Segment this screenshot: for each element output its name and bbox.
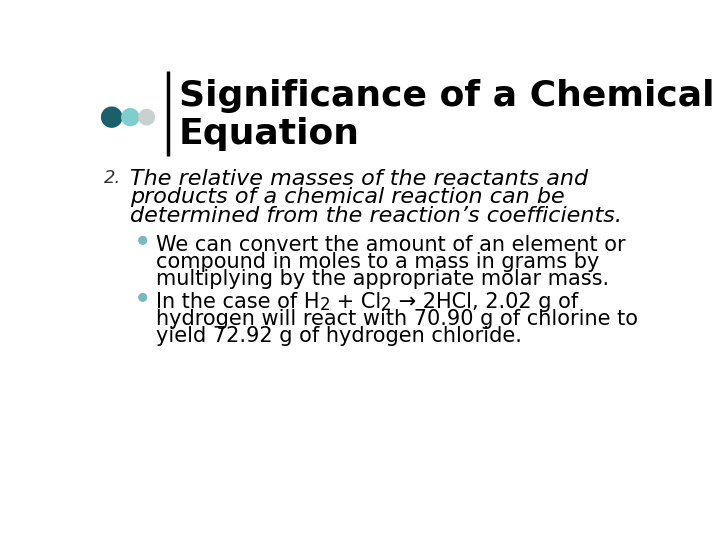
Text: Equation: Equation	[179, 117, 360, 151]
Text: + Cl: + Cl	[330, 292, 382, 312]
Text: 2.: 2.	[104, 168, 121, 187]
Text: The relative masses of the reactants and: The relative masses of the reactants and	[130, 168, 588, 189]
Circle shape	[139, 294, 147, 301]
Text: 2: 2	[382, 296, 392, 314]
Text: compound in moles to a mass in grams by: compound in moles to a mass in grams by	[156, 252, 599, 272]
Circle shape	[139, 237, 147, 244]
Text: yield 72.92 g of hydrogen chloride.: yield 72.92 g of hydrogen chloride.	[156, 326, 522, 346]
Text: Significance of a Chemical: Significance of a Chemical	[179, 79, 715, 113]
Circle shape	[139, 110, 154, 125]
Text: 2: 2	[320, 296, 330, 314]
Text: determined from the reaction’s coefficients.: determined from the reaction’s coefficie…	[130, 206, 622, 226]
Text: → 2HCl, 2.02 g of: → 2HCl, 2.02 g of	[392, 292, 578, 312]
Text: In the case of H: In the case of H	[156, 292, 320, 312]
Text: We can convert the amount of an element or: We can convert the amount of an element …	[156, 235, 626, 255]
Text: hydrogen will react with 70.90 g of chlorine to: hydrogen will react with 70.90 g of chlo…	[156, 309, 638, 329]
Circle shape	[102, 107, 122, 127]
Text: multiplying by the appropriate molar mass.: multiplying by the appropriate molar mas…	[156, 269, 609, 289]
Circle shape	[122, 109, 139, 126]
Text: products of a chemical reaction can be: products of a chemical reaction can be	[130, 187, 565, 207]
